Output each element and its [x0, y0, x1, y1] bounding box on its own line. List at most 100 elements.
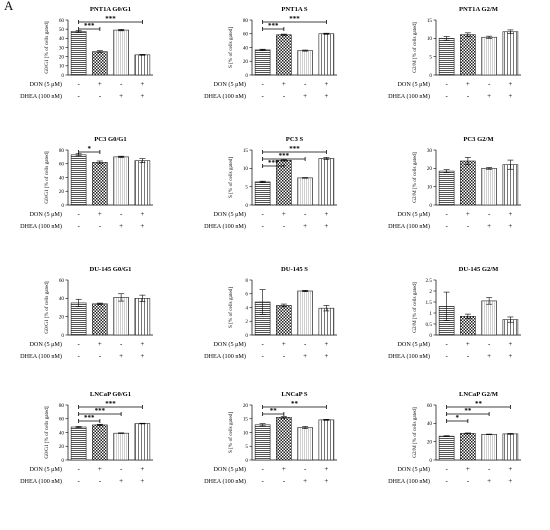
significance-label: ***: [105, 400, 116, 408]
condition-sign: +: [324, 352, 328, 360]
condition-sign: -: [445, 92, 448, 100]
y-tick-label: 20: [59, 54, 65, 60]
condition-sign: -: [261, 92, 264, 100]
y-tick-label: 10: [427, 184, 433, 190]
significance-bracket: ***: [262, 22, 285, 31]
error-bar: [96, 160, 103, 165]
condition-label: DHEA (100 nM): [204, 93, 246, 100]
error-bar: [507, 159, 514, 170]
condition-sign: +: [466, 465, 470, 473]
condition-label: DON (5 μM): [213, 211, 246, 218]
condition-sign: -: [445, 465, 448, 473]
y-axis-label: S [% of cells gated]: [227, 412, 234, 453]
condition-sign: -: [467, 477, 470, 485]
y-tick-label: 20: [243, 59, 249, 65]
condition-sign: -: [445, 80, 448, 88]
condition-label: DHEA (100 nM): [20, 478, 62, 485]
error-bar: [96, 423, 103, 426]
y-tick-label: 40: [59, 36, 65, 42]
significance-bracket: *: [78, 145, 101, 154]
error-bar: [443, 36, 450, 41]
bar: [134, 298, 151, 336]
condition-sign: -: [488, 210, 491, 218]
error-bar: [118, 155, 125, 158]
bar: [481, 36, 497, 76]
bar: [438, 170, 455, 206]
condition-sign: -: [283, 477, 286, 485]
error-bar: [259, 48, 266, 51]
bar: [460, 433, 476, 461]
condition-sign: +: [140, 80, 144, 88]
condition-sign: -: [445, 477, 448, 485]
y-tick-label: 50: [59, 27, 65, 33]
y-tick-label: 2.5: [426, 278, 433, 284]
chart-0: PNT1A G0/G1 G0/G1 [% of cells gated] 0 10 20…: [20, 6, 153, 100]
y-tick-label: 0: [61, 333, 64, 339]
chart-title: DU-145 S: [281, 266, 308, 273]
y-tick-label: 0: [429, 203, 432, 209]
y-tick-label: 60: [59, 162, 65, 168]
error-bar: [139, 54, 146, 56]
significance-bracket: ***: [78, 414, 101, 423]
error-bar: [507, 316, 514, 323]
bar: [113, 297, 129, 336]
condition-label: DON (5 μM): [213, 466, 246, 473]
chart-4: PC3 SS [% of cells gated]051015*********…: [204, 136, 337, 230]
condition-label: DHEA (100 nM): [204, 353, 246, 360]
significance-bracket: ***: [78, 22, 101, 31]
condition-sign: -: [99, 222, 102, 230]
bar: [276, 34, 292, 76]
bar: [70, 302, 87, 336]
bar: [297, 177, 313, 206]
condition-label: DON (5 μM): [397, 341, 430, 348]
condition-sign: -: [120, 465, 123, 473]
chart-title: LNCaP G0/G1: [90, 391, 131, 398]
bar: [481, 300, 497, 336]
condition-label: DHEA (100 nM): [388, 353, 430, 360]
y-tick-label: 40: [59, 175, 65, 181]
condition-sign: +: [324, 222, 328, 230]
condition-sign: -: [77, 477, 80, 485]
y-tick-label: 5: [245, 444, 248, 450]
condition-sign: -: [304, 80, 307, 88]
significance-label: ***: [268, 159, 279, 167]
bar: [70, 31, 87, 76]
error-bar: [302, 426, 309, 429]
condition-sign: +: [98, 80, 102, 88]
bar: [92, 424, 108, 461]
chart-title: PC3 S: [286, 136, 304, 143]
significance-bracket: ***: [262, 145, 327, 154]
error-bar: [118, 29, 125, 32]
bar: [481, 434, 497, 461]
y-tick-label: 2: [429, 289, 432, 295]
condition-sign: +: [303, 477, 307, 485]
significance-label: ***: [84, 414, 95, 422]
error-bar: [464, 432, 471, 435]
condition-sign: +: [303, 92, 307, 100]
bar: [318, 33, 335, 76]
y-tick-label: 15: [243, 148, 249, 154]
condition-sign: -: [304, 210, 307, 218]
chart-10: LNCaP S S [% of cells gated] 0 5 10 15 20 ** ** D…: [204, 391, 337, 485]
error-bar: [302, 290, 309, 292]
error-bar: [139, 294, 146, 302]
y-tick-label: 0: [61, 73, 64, 79]
chart-1: PNT1A S S [% of cells gated] 0 20 40 60 80 *** *…: [204, 6, 337, 100]
y-tick-label: 6: [245, 292, 248, 298]
condition-sign: +: [303, 222, 307, 230]
condition-sign: -: [304, 465, 307, 473]
y-tick-label: 1: [429, 311, 432, 317]
chart-5: PC3 G2/M G2/M [% of cells gated] 0 10 20 30 DO…: [388, 136, 521, 230]
y-tick-label: 80: [59, 148, 65, 154]
condition-sign: -: [283, 352, 286, 360]
condition-sign: +: [508, 92, 512, 100]
condition-sign: +: [466, 210, 470, 218]
condition-sign: -: [261, 352, 264, 360]
condition-sign: +: [140, 465, 144, 473]
y-tick-label: 20: [59, 189, 65, 195]
bar: [254, 181, 271, 206]
error-bar: [507, 29, 514, 34]
condition-sign: +: [119, 222, 123, 230]
error-bar: [486, 297, 493, 305]
bar: [134, 423, 151, 461]
